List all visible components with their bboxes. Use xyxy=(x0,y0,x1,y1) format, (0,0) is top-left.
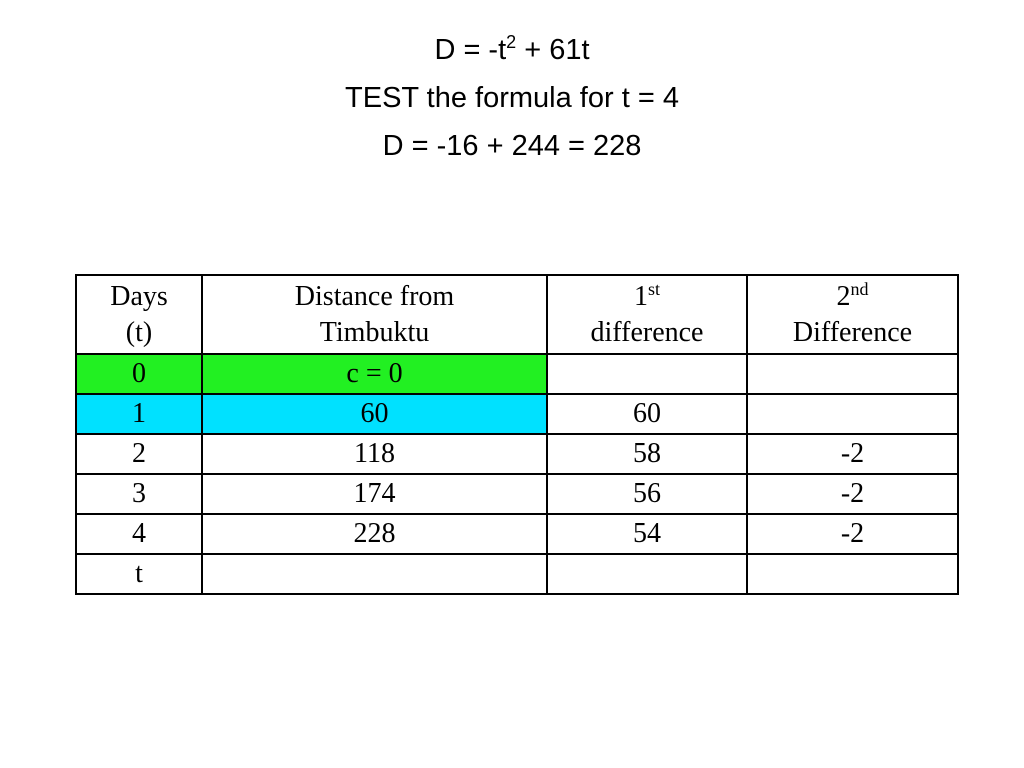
header-text: (t) xyxy=(125,316,153,348)
table-cell: 4 xyxy=(75,513,203,555)
table-cell: 60 xyxy=(201,393,548,435)
header-text: Days xyxy=(110,280,168,312)
table-cell xyxy=(746,553,959,595)
table-row: 3 174 56 -2 xyxy=(75,473,959,515)
table-cell: -2 xyxy=(746,513,959,555)
table-row: 2 118 58 -2 xyxy=(75,433,959,475)
table-cell: 118 xyxy=(201,433,548,475)
formula-text: + 61t xyxy=(516,34,590,66)
table-cell: 174 xyxy=(201,473,548,515)
table-cell: 0 xyxy=(75,353,203,395)
test-line: TEST the formula for t = 4 xyxy=(345,82,679,114)
table-cell xyxy=(746,393,959,435)
header-text: 2 xyxy=(836,280,851,312)
header-text: Distance from xyxy=(294,280,455,312)
table-cell xyxy=(546,353,748,395)
header-row: Days (t) Distance from Timbuktu 1st differenc… xyxy=(75,274,959,355)
table-cell: 56 xyxy=(546,473,748,515)
table-cell xyxy=(746,353,959,395)
table-cell xyxy=(201,553,548,595)
header-suffix: nd xyxy=(850,278,869,299)
column-header: Distance from Timbuktu xyxy=(201,274,548,355)
title: D = -t2 + 61t TEST the formula for t = 4… xyxy=(0,26,1024,170)
table-cell: -2 xyxy=(746,473,959,515)
column-header: 2nd Difference xyxy=(746,274,959,355)
table-row: t xyxy=(75,553,959,595)
table-cell: -2 xyxy=(746,433,959,475)
column-header: Days (t) xyxy=(75,274,203,355)
table-cell: 60 xyxy=(546,393,748,435)
table-row: 1 60 60 xyxy=(75,393,959,435)
table-cell: t xyxy=(75,553,203,595)
table-cell: c = 0 xyxy=(201,353,548,395)
header-text: Difference xyxy=(792,316,913,348)
table-cell: 228 xyxy=(201,513,548,555)
formula: D = -t2 + 61t xyxy=(0,26,1024,74)
exponent: 2 xyxy=(506,32,517,52)
header-text: Timbuktu xyxy=(319,316,430,348)
table-cell: 1 xyxy=(75,393,203,435)
table-cell: 58 xyxy=(546,433,748,475)
header-suffix: st xyxy=(647,278,660,299)
table-cell: 3 xyxy=(75,473,203,515)
formula-text: D = -t xyxy=(434,34,507,66)
table-row: 4 228 54 -2 xyxy=(75,513,959,555)
table-cell: 54 xyxy=(546,513,748,555)
table-cell xyxy=(546,553,748,595)
column-header: 1st difference xyxy=(546,274,748,355)
table-cell: 2 xyxy=(75,433,203,475)
table: Days (t) Distance from Timbuktu 1st differenc… xyxy=(75,274,959,595)
header-text: 1 xyxy=(633,280,648,312)
result-line: D = -16 + 244 = 228 xyxy=(382,130,642,162)
header-text: difference xyxy=(590,316,704,348)
